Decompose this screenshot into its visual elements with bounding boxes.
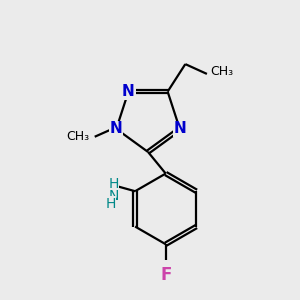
Text: N: N bbox=[108, 189, 119, 203]
Text: N: N bbox=[173, 122, 186, 136]
Text: CH₃: CH₃ bbox=[67, 130, 90, 143]
Text: CH₃: CH₃ bbox=[210, 65, 233, 79]
Text: H: H bbox=[105, 197, 116, 211]
Text: F: F bbox=[160, 266, 171, 284]
Text: H: H bbox=[108, 177, 119, 191]
Text: N: N bbox=[122, 84, 135, 99]
Text: N: N bbox=[110, 122, 123, 136]
